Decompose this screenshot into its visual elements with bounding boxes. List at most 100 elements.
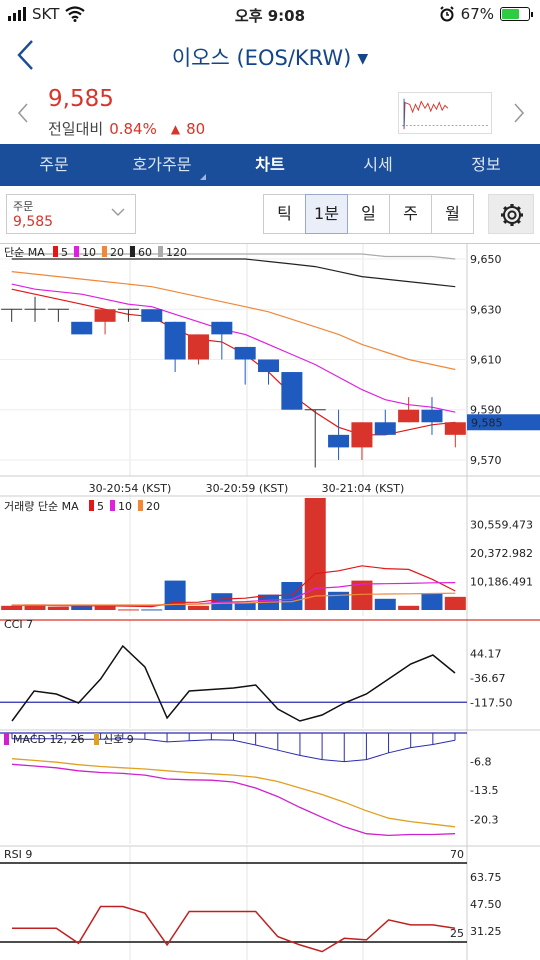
change-percent: 0.84% (109, 119, 157, 138)
period-selector: 틱 1분 일 주 월 (263, 194, 474, 234)
price-ma-60-line (11, 258, 456, 288)
candle-body (258, 359, 280, 373)
volume-bar (24, 604, 46, 610)
battery-fill (502, 9, 520, 19)
legend-item: 5 (61, 246, 68, 259)
battery-percent: 67% (460, 5, 494, 23)
time-axis-tick: 30-20:54 (KST) (89, 482, 172, 495)
prev-coin-icon[interactable] (16, 102, 30, 124)
legend-label: 단순 MA (4, 246, 45, 259)
volume-bar (444, 596, 466, 610)
period-week[interactable]: 주 (389, 194, 432, 234)
legend-swatch (102, 246, 107, 257)
period-1min[interactable]: 1분 (305, 194, 348, 234)
chart-settings-button[interactable] (488, 194, 534, 234)
rsi-axis-tick: 25 (450, 927, 464, 940)
tab-orderbook-order[interactable]: 호가주문 (108, 144, 216, 186)
status-right: 67% (439, 5, 533, 23)
price-axis-tick: 9,630 (470, 303, 502, 316)
legend-item: 20 (110, 246, 124, 259)
volume-bar (374, 598, 396, 610)
legend-swatch (110, 500, 115, 511)
volume-bar (421, 593, 443, 610)
cci-line (11, 644, 456, 722)
macd-title: MACD 12, 26 (13, 733, 84, 746)
volume-bar (1, 605, 23, 610)
signal-bars-icon (8, 7, 26, 21)
legend-swatch (138, 500, 143, 511)
tab-info[interactable]: 정보 (432, 144, 540, 186)
candle-body (281, 372, 303, 410)
candle-body (398, 409, 420, 423)
cci-axis-tick: 44.17 (470, 648, 502, 661)
change-amount: 80 (186, 119, 206, 138)
mini-sparkline[interactable] (398, 92, 492, 134)
current-price-tag-label: 9,585 (471, 416, 503, 429)
tab-label: 호가주문 (132, 155, 192, 174)
period-day[interactable]: 일 (347, 194, 390, 234)
coin-title-dropdown[interactable]: 이오스 (EOS/KRW) ▼ (0, 42, 540, 72)
change-label: 전일대비 (48, 120, 104, 138)
price-ma-120-line (11, 253, 456, 260)
main-tabs: 주문 호가주문 차트 시세 정보 (0, 144, 540, 186)
legend-swatch (130, 246, 135, 257)
cci-axis-tick: -117.50 (470, 696, 512, 709)
candle-body (71, 321, 93, 335)
next-coin-icon[interactable] (512, 102, 526, 124)
price-change-row: 전일대비 0.84% ▲ 80 (48, 118, 205, 139)
rsi-line (12, 905, 456, 953)
macd-signal-line (11, 758, 456, 828)
candle-body (328, 434, 350, 448)
tab-chart[interactable]: 차트 (216, 144, 324, 186)
back-icon[interactable] (14, 38, 38, 72)
volume-bar (141, 609, 163, 611)
chart-area[interactable]: 9,650 9,630 9,610 9,590 9,570 단순 MA 5 10 20 60 120… (0, 244, 540, 960)
order-price-select[interactable]: 주문 9,585 (6, 194, 136, 234)
chevron-down-icon (111, 208, 125, 216)
current-price-tag (467, 414, 540, 431)
alarm-icon (439, 6, 454, 22)
tab-order[interactable]: 주문 (0, 144, 108, 186)
volume-bar (71, 605, 93, 610)
volume-bar (47, 606, 69, 610)
legend-item: 60 (138, 246, 152, 259)
battery-icon (500, 7, 533, 21)
volume-ma-20-line (11, 592, 456, 606)
wifi-icon (65, 6, 86, 22)
price-ma-10-line (11, 283, 456, 413)
volume-bar (234, 603, 256, 610)
status-bar: SKT 오후 9:08 67% (0, 0, 540, 30)
volume-bar (164, 580, 186, 610)
legend-item: 5 (97, 500, 104, 513)
period-tick[interactable]: 틱 (263, 194, 306, 234)
volume-bar (328, 591, 350, 610)
volume-bar (398, 605, 420, 610)
macd-histogram-outline (12, 738, 456, 763)
current-price: 9,585 (48, 86, 114, 112)
volume-bar (351, 580, 373, 610)
cci-title: CCI 7 (4, 618, 33, 631)
price-ma-5-line (11, 288, 456, 436)
period-month[interactable]: 월 (431, 194, 474, 234)
candle-body (421, 409, 443, 423)
order-select-label: 주문 (13, 200, 34, 213)
candle-body (374, 422, 396, 435)
volume-bar (117, 609, 139, 611)
legend-item: 20 (146, 500, 160, 513)
rsi-axis-tick: 47.50 (470, 898, 502, 911)
legend-swatch (53, 246, 58, 257)
legend-item: 120 (166, 246, 187, 259)
corner-mark-icon (200, 174, 206, 180)
carrier-group: SKT (8, 5, 86, 23)
candle-body (94, 309, 116, 322)
rsi-axis-tick: 31.25 (470, 925, 502, 938)
caret-down-icon: ▼ (357, 51, 369, 67)
price-axis-tick: 9,650 (470, 253, 502, 266)
rsi-title: RSI 9 (4, 848, 32, 861)
price-axis-tick: 9,590 (470, 404, 502, 417)
candle-body (444, 422, 466, 435)
tab-market[interactable]: 시세 (324, 144, 432, 186)
price-axis-tick: 9,610 (470, 353, 502, 366)
gear-icon (501, 204, 523, 226)
legend-swatch (89, 500, 94, 511)
